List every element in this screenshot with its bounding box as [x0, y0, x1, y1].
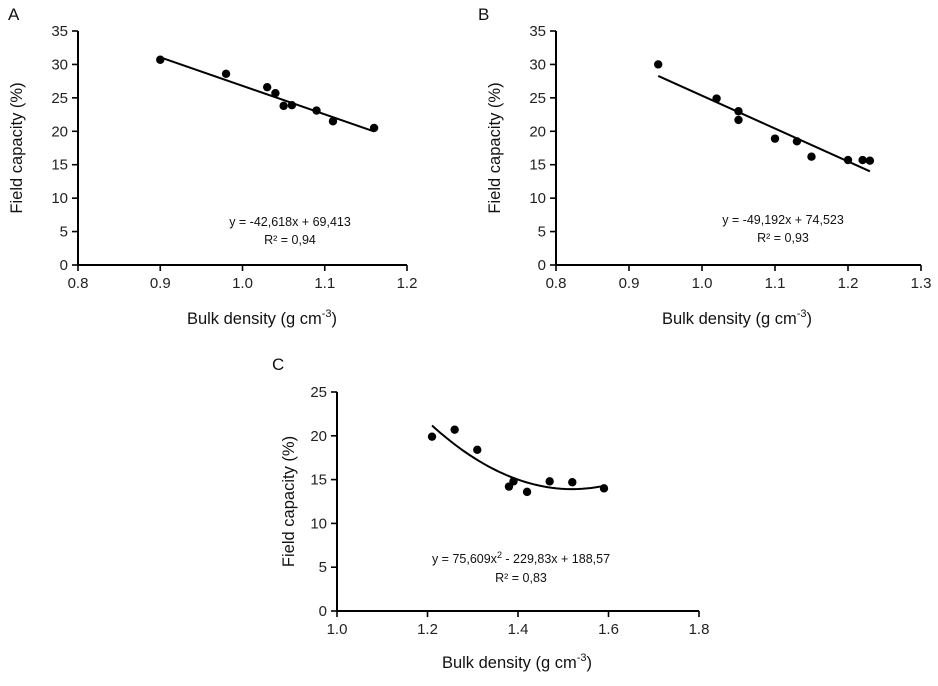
- data-point: [450, 425, 459, 434]
- y-tick-label: 20: [51, 123, 68, 140]
- data-point: [328, 117, 338, 126]
- x-tick-label: 0.8: [546, 275, 567, 292]
- data-point: [271, 88, 280, 98]
- y-tick-label: 20: [529, 123, 546, 140]
- y-axis-title: Field capacity (%): [486, 82, 504, 213]
- y-tick-label: 30: [529, 56, 546, 73]
- x-tick-label: 1.2: [417, 621, 438, 638]
- regression-equation: y = -49,192x + 74,523: [722, 213, 844, 227]
- x-tick-label: 1.1: [765, 275, 786, 292]
- data-point: [279, 101, 288, 111]
- x-tick-label: 1.0: [692, 275, 713, 292]
- data-point: [734, 115, 743, 125]
- data-point: [568, 478, 577, 487]
- panel-label: B: [478, 5, 489, 24]
- y-tick-label: 5: [60, 224, 68, 241]
- y-tick-label: 0: [60, 257, 68, 274]
- data-point: [545, 477, 554, 486]
- y-tick-label: 30: [51, 56, 68, 73]
- y-tick-label: 35: [529, 23, 546, 40]
- x-tick-label: 1.8: [689, 621, 710, 638]
- x-tick-label: 1.0: [327, 621, 348, 638]
- panel-label: C: [272, 355, 284, 374]
- y-tick-label: 0: [538, 257, 546, 274]
- data-point: [156, 55, 165, 64]
- y-tick-label: 35: [51, 23, 68, 40]
- panel-label: A: [8, 5, 20, 24]
- y-tick-label: 25: [51, 90, 68, 107]
- y-tick-label: 15: [310, 472, 327, 489]
- chart-panel-c: C 0 5 10 15 20 25 1.0 1.2 1.4 1.6 1.8 Field capacity…: [272, 355, 709, 672]
- data-point: [865, 156, 875, 165]
- data-point: [734, 107, 743, 116]
- data-point: [843, 155, 853, 165]
- data-point: [522, 487, 532, 497]
- y-tick-label: 10: [529, 190, 546, 207]
- data-point: [287, 101, 297, 110]
- y-tick-label: 5: [538, 224, 546, 241]
- data-point: [427, 432, 437, 441]
- data-point: [770, 134, 780, 143]
- data-point: [792, 137, 802, 146]
- y-tick-label: 10: [310, 515, 327, 532]
- chart-panel-a: A 0 5 10 15 20 25 30 35 0.8 0.9 1.0 1.1 1.2 Field capa…: [8, 5, 417, 328]
- data-point: [509, 477, 518, 486]
- x-axis-title: Bulk density (g cm-3): [187, 308, 337, 328]
- y-tick-label: 25: [310, 384, 327, 401]
- data-point: [262, 82, 272, 92]
- data-point: [712, 94, 721, 103]
- x-tick-label: 0.8: [68, 275, 89, 292]
- r-squared-label: R² = 0,94: [264, 233, 316, 247]
- x-tick-label: 1.2: [838, 275, 859, 292]
- trendline: [657, 74, 871, 173]
- x-tick-label: 0.9: [150, 275, 171, 292]
- x-tick-label: 1.4: [508, 621, 529, 638]
- y-tick-label: 15: [529, 157, 546, 174]
- x-tick-label: 1.6: [598, 621, 619, 638]
- y-tick-label: 25: [529, 90, 546, 107]
- data-point: [473, 445, 482, 455]
- y-tick-label: 10: [51, 190, 68, 207]
- x-tick-label: 1.2: [397, 275, 418, 292]
- x-tick-label: 1.1: [314, 275, 335, 292]
- data-point: [858, 155, 867, 165]
- r-squared-label: R² = 0,83: [495, 571, 547, 585]
- chart-panel-b: B 0 5 10 15 20 25 30 35 0.8 0.9 1.0 1.1 1.2 1.3 Field c…: [478, 5, 931, 328]
- y-axis-title: Field capacity (%): [8, 82, 26, 213]
- x-tick-label: 1.3: [911, 275, 932, 292]
- data-point: [312, 106, 321, 115]
- y-tick-label: 0: [319, 603, 327, 620]
- data-point: [654, 60, 663, 69]
- y-tick-label: 20: [310, 428, 327, 445]
- y-tick-label: 5: [319, 559, 327, 576]
- regression-equation: y = -42,618x + 69,413: [229, 215, 351, 229]
- data-point: [807, 152, 816, 161]
- data-point: [369, 123, 379, 133]
- y-axis-title: Field capacity (%): [280, 436, 298, 567]
- regression-equation: y = 75,609x2 - 229,83x + 188,57: [432, 550, 610, 566]
- y-tick-label: 15: [51, 157, 68, 174]
- x-tick-label: 0.9: [619, 275, 640, 292]
- data-point: [599, 484, 609, 493]
- x-axis-title: Bulk density (g cm-3): [442, 652, 592, 672]
- x-axis-title: Bulk density (g cm-3): [662, 308, 812, 328]
- trendline: [159, 56, 375, 133]
- trendline: [431, 424, 605, 491]
- r-squared-label: R² = 0,93: [757, 231, 809, 245]
- data-point: [221, 69, 231, 78]
- x-tick-label: 1.0: [232, 275, 253, 292]
